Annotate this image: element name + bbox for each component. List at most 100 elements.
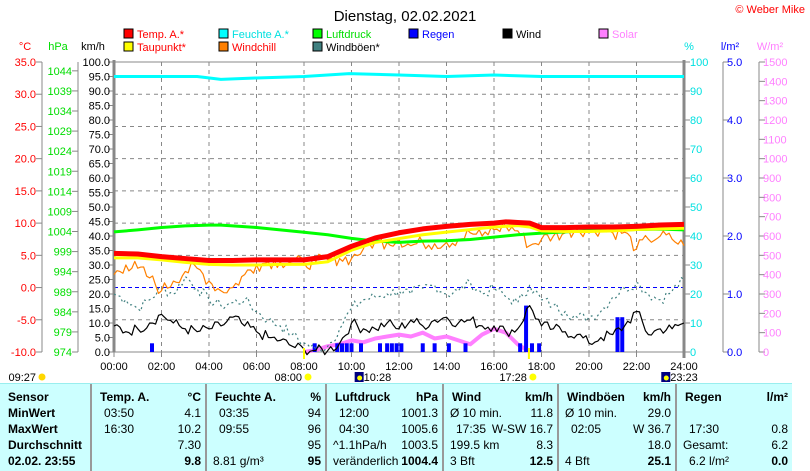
cell-value: 95	[307, 438, 321, 452]
solar-tick-label: 100	[763, 328, 781, 340]
legend-label-2: Luftdruck	[326, 29, 372, 41]
temp-tick-label: -5.0	[17, 315, 36, 327]
weather-chart: Dienstag, 02.02.2021 © Weber Mike °C hPa…	[8, 4, 805, 383]
column-unit: km/h	[642, 390, 671, 404]
humidity-tick-label: 80	[690, 115, 702, 127]
legend-swatch	[312, 28, 323, 39]
pressure-tick-label: 999	[54, 247, 72, 259]
legend-label-5: Solar	[612, 29, 638, 41]
wind-tick-label: 65.0	[89, 159, 110, 171]
pressure-tick-label: 1019	[48, 166, 72, 178]
row-label-4: 02.02. 23:55	[8, 454, 76, 468]
cell-value: 95	[307, 454, 321, 468]
wind-tick-label: 15.0	[89, 304, 110, 316]
table-column-3: Luftdruck hPa 12:00 1001.3 04:30 1005.6 ^1.1hP…	[325, 384, 444, 471]
temp-tick-label: 25.0	[15, 121, 36, 133]
moon-icon-glyph	[663, 375, 669, 381]
rain-bar	[518, 343, 523, 352]
solar-tick-label: 700	[763, 212, 781, 224]
rain-tick-label: 2.0	[727, 231, 742, 243]
rain-bar	[463, 343, 468, 352]
solar-tick-label: 300	[763, 289, 781, 301]
cell-left: 17:35	[456, 422, 487, 436]
column-header: Windböen	[567, 390, 625, 404]
astro-time: 09:27	[8, 372, 36, 383]
x-tick-label: 16:00	[480, 361, 508, 373]
wind-tick-label: 50.0	[89, 202, 110, 214]
cell-value: 7.30	[177, 438, 201, 452]
cell-left: 4 Bft	[565, 454, 590, 468]
solar-tick-label: 0	[763, 347, 769, 359]
humidity-tick-label: 90	[690, 86, 702, 98]
cell-value: 10.2	[177, 422, 201, 436]
column-header: Luftdruck	[335, 390, 391, 404]
temp-tick-label: 0.0	[21, 283, 36, 295]
rain-bar	[524, 305, 529, 352]
solar-tick-label: 1000	[763, 154, 787, 166]
rain-bar	[537, 343, 542, 352]
rain-tick-label: 5.0	[727, 57, 742, 69]
solar-tick-label: 1500	[763, 57, 787, 69]
temp-tick-label: 20.0	[15, 154, 36, 166]
rain-bar	[432, 343, 437, 352]
sun-marker	[527, 348, 530, 359]
rain-bar	[340, 343, 344, 352]
taupunkt-line	[114, 224, 685, 267]
cell-left: Ø 10 min.	[450, 406, 503, 420]
cell-value: 96	[307, 422, 321, 436]
humidity-tick-label: 0	[690, 347, 696, 359]
rain-bar	[389, 343, 394, 352]
solar-tick-label: 1300	[763, 96, 787, 108]
cell-left: Ø 10 min.	[565, 406, 618, 420]
legend-label-4: Wind	[516, 29, 541, 41]
rain-unit: l/m²	[721, 41, 740, 53]
solar-unit: W/m²	[757, 41, 784, 53]
solar-tick-label: 1100	[763, 134, 787, 146]
legend-swatch	[123, 41, 134, 52]
wind-unit: km/h	[81, 41, 105, 53]
solar-tick-label: 900	[763, 173, 781, 185]
x-tick-label: 12:00	[385, 361, 413, 373]
axes: 35.0 30.0 25.0 20.0 15.0 10.0 5.0 0.0 -5.0 -10.0 1…	[11, 57, 788, 373]
column-unit: l/m²	[766, 390, 788, 404]
pressure-tick-label: 1029	[48, 126, 72, 138]
solar-tick-label: 200	[763, 308, 781, 320]
table-column-5: Windböen km/h Ø 10 min. 29.0 02:05 W 36.7 18.0…	[557, 384, 677, 471]
pressure-tick-label: 994	[54, 267, 72, 279]
cell-value: 12.5	[529, 454, 553, 468]
rain-bar	[420, 343, 425, 352]
rain-bar	[150, 343, 154, 352]
pressure-tick-label: 1044	[48, 66, 72, 78]
solar-tick-label: 600	[763, 231, 781, 243]
cell-left: 3 Bft	[450, 454, 475, 468]
rain-bar	[385, 343, 390, 352]
pressure-unit: hPa	[48, 41, 68, 53]
x-tick-label: 20:00	[575, 361, 603, 373]
column-header: Wind	[452, 390, 482, 404]
copyright: © Weber Mike	[735, 4, 805, 16]
humidity-unit: %	[684, 41, 694, 53]
astro-time: 17:28	[499, 372, 527, 383]
rain-tick-label: 1.0	[727, 289, 742, 301]
column-unit: hPa	[415, 390, 438, 404]
wind-tick-label: 35.0	[89, 246, 110, 258]
column-unit: %	[310, 390, 321, 404]
solar-tick-label: 400	[763, 270, 781, 282]
moonrise-icon-glyph	[357, 375, 363, 381]
pressure-tick-label: 989	[54, 287, 72, 299]
rain-bar	[399, 343, 404, 352]
rain-bar	[344, 343, 349, 352]
wind-tick-label: 90.0	[89, 86, 110, 98]
humidity-tick-label: 50	[690, 202, 702, 214]
temp-tick-label: 10.0	[15, 218, 36, 230]
rain-tick-label: 4.0	[727, 115, 742, 127]
cell-value: 11.8	[530, 406, 553, 420]
humidity-tick-label: 40	[690, 231, 702, 243]
humidity-tick-label: 30	[690, 260, 702, 272]
x-tick-label: 10:00	[338, 361, 366, 373]
cell-left: 6.2 l/m²	[689, 454, 730, 468]
astro-time: 23:23	[670, 372, 698, 383]
astro-time: 08:00	[274, 372, 302, 383]
x-tick-label: 08:00	[290, 361, 318, 373]
wind-tick-label: 80.0	[89, 115, 110, 127]
